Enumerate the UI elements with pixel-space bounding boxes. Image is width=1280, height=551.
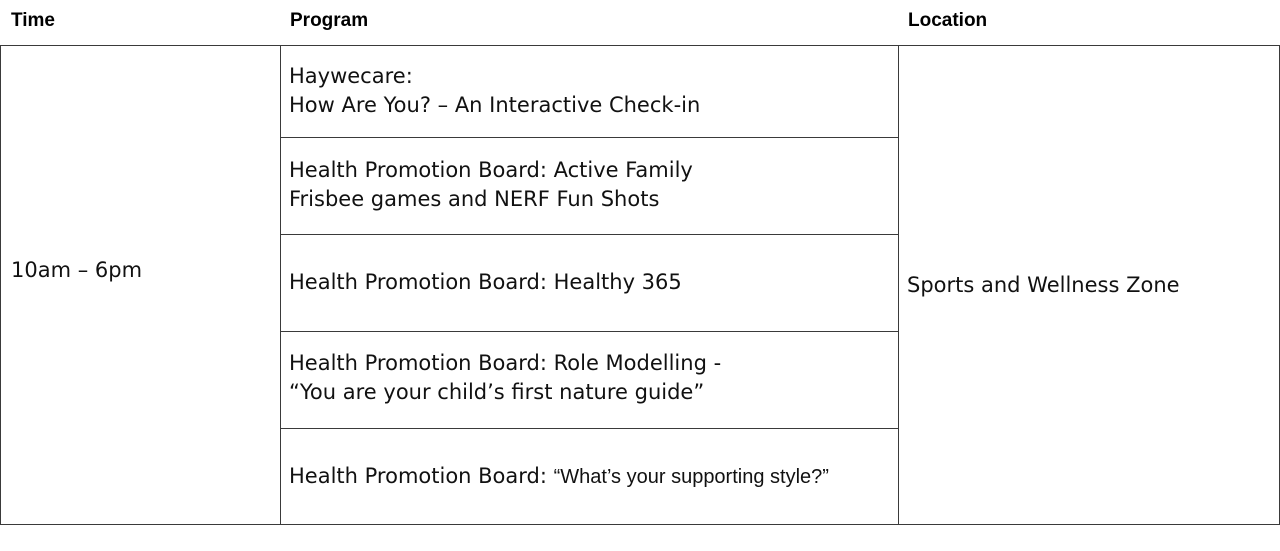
header-location: Location xyxy=(908,10,988,31)
program-title: Health Promotion Board: Role Modelling - xyxy=(289,351,722,375)
program-cell: Haywecare: How Are You? – An Interactive… xyxy=(289,62,700,120)
program-cell: Health Promotion Board: “What’s your sup… xyxy=(289,462,829,492)
program-cell: Health Promotion Board: Active Family Fr… xyxy=(289,156,693,214)
program-title: Health Promotion Board: Active Family xyxy=(289,158,693,182)
program-title: Haywecare: xyxy=(289,64,413,88)
program-cell: Health Promotion Board: Role Modelling -… xyxy=(289,349,721,407)
table-bottom-border xyxy=(0,524,1280,525)
header-program: Program xyxy=(290,10,369,31)
row-divider xyxy=(280,137,898,138)
program-cell: Health Promotion Board: Healthy 365 xyxy=(289,268,682,297)
table-left-border xyxy=(0,45,1,525)
program-quote: “What’s your supporting style?” xyxy=(553,466,829,488)
column-divider xyxy=(898,45,899,525)
row-divider xyxy=(280,331,898,332)
program-title: Health Promotion Board: xyxy=(289,464,554,488)
program-title: Health Promotion Board: Healthy 365 xyxy=(289,270,682,294)
location-cell: Sports and Wellness Zone xyxy=(907,273,1180,297)
row-divider xyxy=(280,428,898,429)
program-subtitle: How Are You? – An Interactive Check-in xyxy=(289,93,701,117)
program-subtitle: Frisbee games and NERF Fun Shots xyxy=(289,187,660,211)
program-subtitle: “You are your child’s first nature guide… xyxy=(289,380,705,404)
time-cell: 10am – 6pm xyxy=(11,258,143,282)
header-divider xyxy=(0,45,1280,46)
header-time: Time xyxy=(11,10,56,31)
column-divider xyxy=(280,45,281,525)
row-divider xyxy=(280,234,898,235)
